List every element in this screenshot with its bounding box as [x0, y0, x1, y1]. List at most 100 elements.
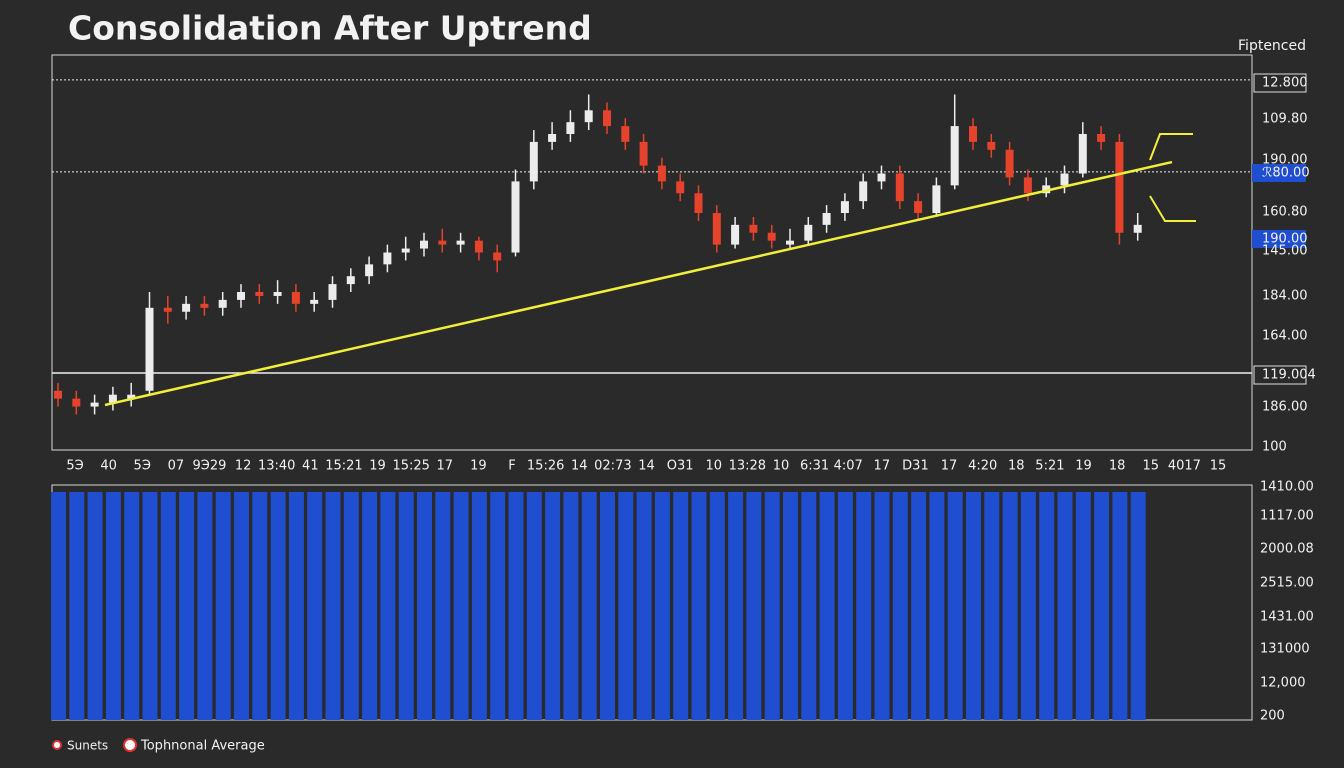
candle-body	[328, 284, 337, 300]
candle-body	[840, 201, 849, 213]
x-tick-label: 12	[235, 459, 252, 474]
candle-body	[145, 307, 154, 391]
x-tick-label: 17	[874, 459, 891, 474]
candle-body	[749, 224, 758, 233]
candle-body	[1042, 185, 1051, 194]
candle-body	[182, 303, 191, 312]
volume-bar	[581, 492, 597, 720]
volume-bar	[984, 492, 1000, 720]
x-tick-label: 4:07	[834, 459, 863, 474]
volume-bar	[929, 492, 945, 720]
x-tick-label: 5Э	[134, 459, 151, 474]
volume-bar	[197, 492, 213, 720]
candle-body	[1115, 141, 1124, 233]
candle-body	[511, 181, 520, 253]
x-tick-label: F	[508, 459, 515, 474]
candle-body	[914, 201, 923, 213]
y-tick-label: 190.00	[1262, 232, 1308, 247]
candle-body	[987, 141, 996, 150]
volume-bar	[234, 492, 249, 720]
candle-body	[639, 141, 648, 166]
volume-bar	[1075, 492, 1091, 720]
candle-body	[291, 292, 300, 304]
volume-tick-label: 1431.00	[1260, 610, 1314, 625]
volume-tick-label: 1117.00	[1260, 509, 1314, 524]
volume-bar	[51, 492, 66, 720]
candle-body	[273, 292, 282, 296]
volume-bar	[179, 492, 195, 720]
chart-title: Consolidation After Uptrend	[68, 9, 592, 48]
x-tick-label: 6:31	[800, 459, 829, 474]
volume-bar	[911, 492, 927, 720]
volume-bar	[783, 492, 798, 720]
x-tick-label: 5Э	[66, 459, 83, 474]
candle-body	[365, 264, 374, 277]
volume-bar	[545, 492, 561, 720]
candle-body	[657, 165, 666, 182]
candle-body	[474, 240, 483, 253]
candle-body	[1133, 224, 1142, 233]
volume-bar	[764, 492, 780, 720]
volume-bar	[508, 492, 524, 720]
volume-bar	[856, 492, 872, 720]
trendline	[104, 160, 1173, 407]
volume-bar	[288, 492, 304, 720]
price-tag	[1252, 230, 1306, 248]
price-panel	[51, 54, 1253, 451]
candle-body	[54, 390, 62, 399]
volume-tick-label: 2515.00	[1260, 576, 1314, 591]
volume-bar	[874, 492, 890, 720]
volume-bar	[471, 492, 487, 720]
volume-bar	[892, 492, 908, 720]
volume-bar	[563, 492, 579, 720]
candle-body	[420, 240, 428, 249]
legend-icon	[123, 738, 137, 752]
volume-bar	[801, 492, 817, 720]
candle-body	[438, 240, 447, 245]
x-tick-label: 17	[437, 459, 454, 474]
candle-body	[218, 299, 227, 308]
candle-body	[731, 224, 740, 245]
candle-body	[767, 232, 776, 241]
volume-bar	[819, 492, 835, 720]
volume-bar	[362, 492, 378, 720]
volume-bar	[728, 492, 744, 720]
volume-bar	[398, 492, 414, 720]
volume-bar	[142, 492, 158, 720]
x-tick-label: 18	[1109, 459, 1126, 474]
candle-body	[676, 181, 685, 194]
volume-bar	[1094, 492, 1110, 720]
volume-bar	[636, 492, 652, 720]
y-tick-label: 160.80	[1262, 205, 1308, 220]
candle-body	[694, 193, 703, 213]
volume-bar	[380, 492, 396, 720]
volume-bar	[325, 492, 341, 720]
y-tick-label: 164.00	[1262, 329, 1308, 344]
volume-bar	[105, 492, 121, 720]
y-tick-label: 119.004	[1262, 368, 1316, 383]
price-tag	[1252, 164, 1306, 182]
candle-body	[163, 307, 172, 312]
candle-body	[237, 292, 245, 300]
x-tick-label: 18	[1008, 459, 1025, 474]
volume-bar	[1020, 492, 1036, 720]
legend-label: Tophnonal Average	[140, 739, 265, 754]
x-tick-label: 13:40	[258, 459, 295, 474]
x-tick-label: 41	[302, 459, 319, 474]
volume-bar	[417, 492, 432, 720]
x-tick-label: 10	[773, 459, 790, 474]
candle-body	[90, 402, 99, 407]
candle-body	[969, 126, 977, 142]
x-tick-label: 14	[571, 459, 588, 474]
price-tag	[1253, 365, 1307, 385]
x-tick-label: 15	[1142, 459, 1159, 474]
x-tick-label: 19	[369, 459, 386, 474]
candle-body	[621, 126, 630, 142]
volume-bar	[966, 492, 981, 720]
candle-body	[255, 292, 264, 296]
candle-body	[566, 122, 575, 134]
volume-bar	[343, 492, 359, 720]
legend-icon	[52, 740, 62, 750]
candle-body	[1097, 134, 1106, 142]
x-tick-label: 14	[638, 459, 655, 474]
